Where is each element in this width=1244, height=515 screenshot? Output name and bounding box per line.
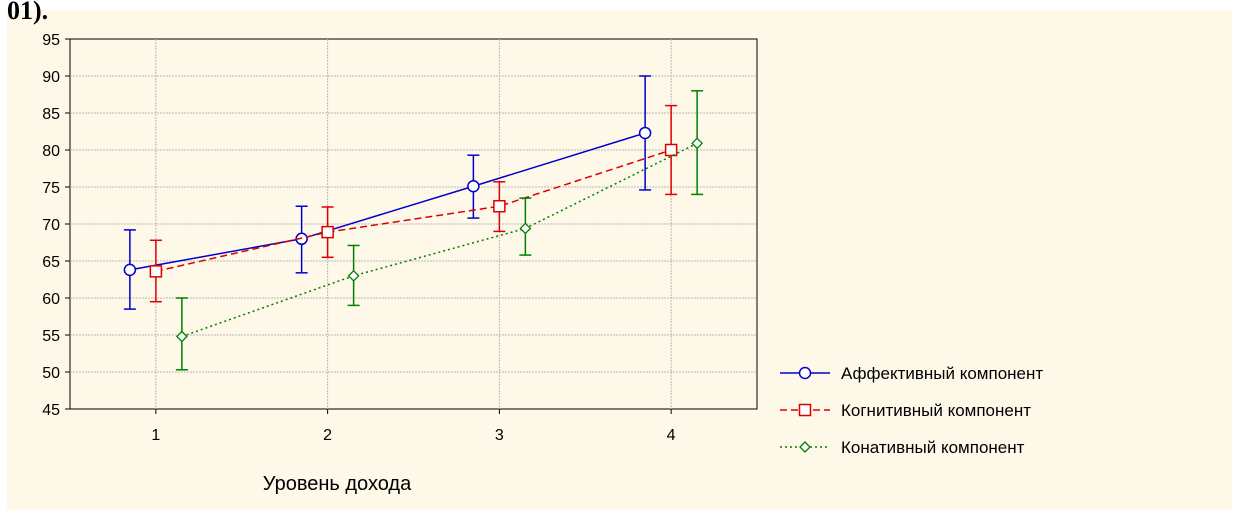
legend: Аффективный компонент Когнитивный компоне… [780,364,1043,457]
grid-lines [69,38,758,410]
line-chart: 45 50 55 60 65 70 75 80 85 90 95 1 2 3 4 Аффективный … [42,32,1043,495]
series-line [129,132,646,271]
marker-square [321,225,334,239]
y-tick-label: 70 [42,217,60,234]
legend-label: Конативный компонент [841,438,1025,457]
marker-square [149,265,163,278]
chart-frame: 01). 45 50 55 60 65 70 75 80 85 90 95 1 2 3 4 Аффекти… [7,0,1232,510]
marker-circle [798,366,812,380]
marker-square [798,403,812,417]
y-axis: 45 50 55 60 65 70 75 80 85 90 95 [42,32,70,419]
y-tick-label: 90 [42,69,60,86]
legend-label: Когнитивный компонент [841,401,1031,420]
x-tick-label: 3 [495,427,504,444]
marker-diamond [175,330,188,343]
series-group [123,75,704,371]
x-tick-label: 1 [151,427,160,444]
marker-diamond [799,441,811,453]
y-tick-label: 45 [42,402,60,419]
y-tick-label: 55 [42,328,60,345]
marker-diamond [691,137,704,150]
marker-square [664,143,678,157]
x-axis-label: Уровень дохода [263,473,412,495]
top-text-fragment: 01). [7,0,49,25]
y-tick-label: 80 [42,143,60,160]
marker-circle [638,126,652,140]
y-tick-label: 65 [42,254,60,271]
series-line [181,142,698,338]
series-line [155,149,672,273]
series-1 [123,75,652,310]
legend-item: Когнитивный компонент [780,401,1031,420]
series-3 [175,90,704,371]
marker-diamond [347,269,360,282]
legend-item: Конативный компонент [780,438,1025,457]
marker-circle [467,180,480,193]
y-tick-label: 95 [42,32,60,49]
marker-square [493,199,506,213]
marker-circle [123,263,137,277]
x-tick-label: 2 [323,427,332,444]
y-tick-label: 60 [42,291,60,308]
legend-label: Аффективный компонент [841,364,1043,383]
x-tick-label: 4 [667,427,676,444]
x-axis: 1 2 3 4 [151,409,676,444]
marker-diamond [519,222,532,235]
y-tick-label: 50 [42,365,60,382]
series-2 [149,104,678,303]
y-tick-label: 85 [42,106,60,123]
legend-item: Аффективный компонент [780,364,1043,383]
y-tick-label: 75 [42,180,60,197]
